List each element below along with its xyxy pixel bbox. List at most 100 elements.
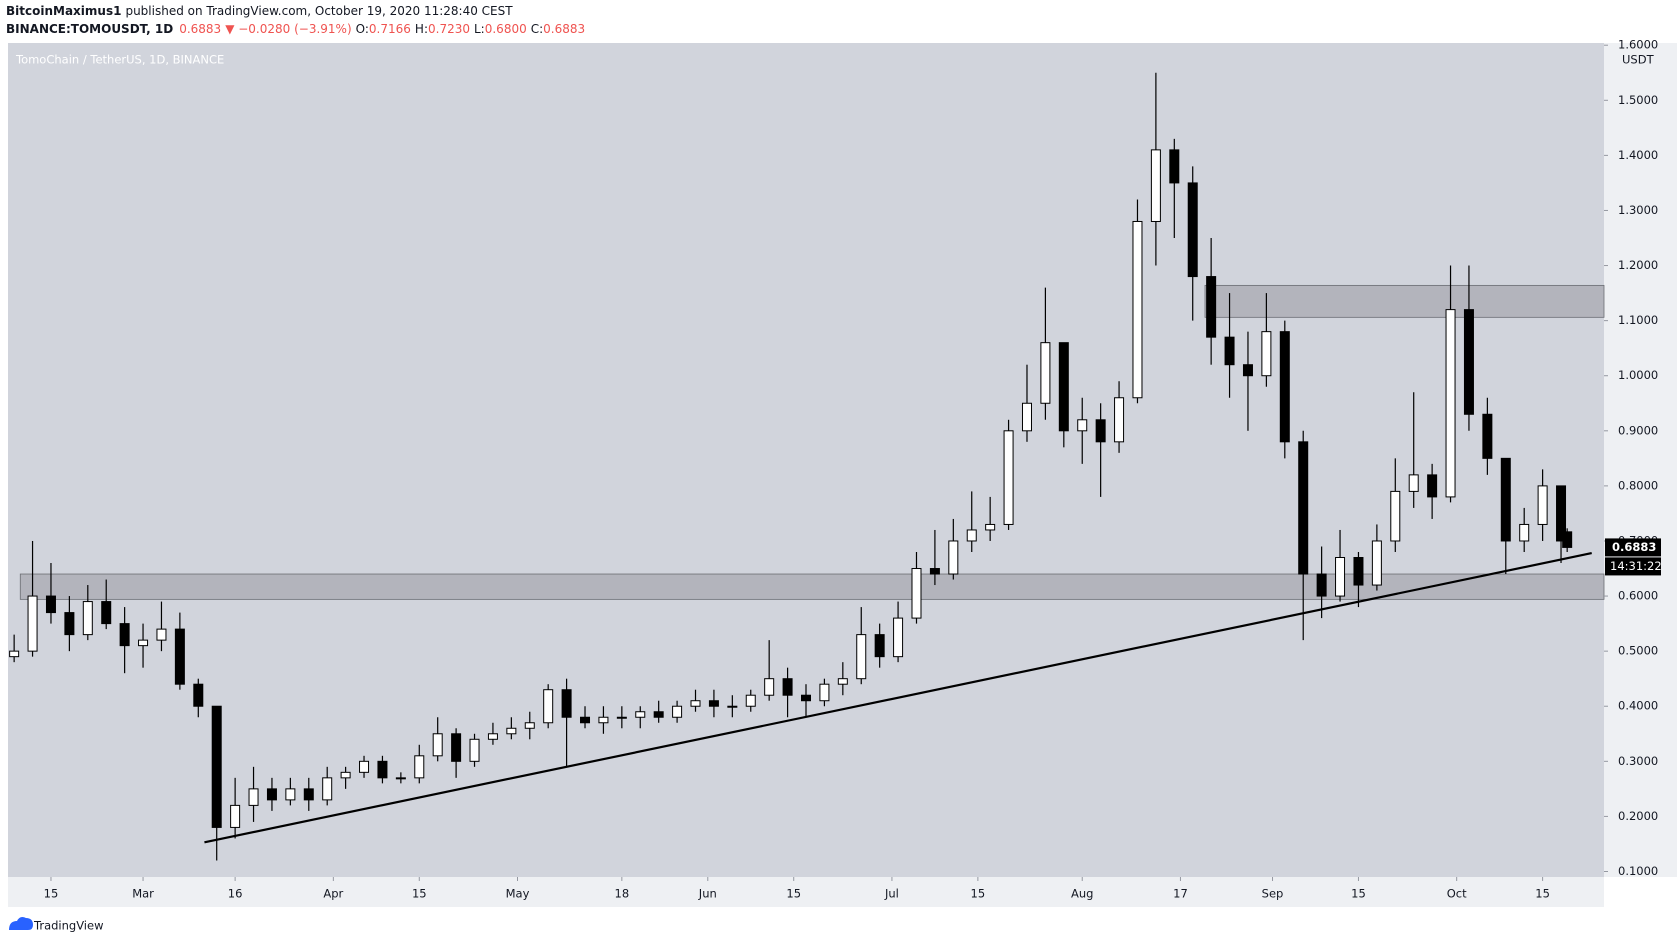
ohlc-value: 0.6800 xyxy=(485,22,527,36)
candle-body xyxy=(782,678,793,696)
candle-body xyxy=(1187,182,1198,278)
ohlc-label: O: xyxy=(356,22,369,36)
ohlc-label: H: xyxy=(415,22,428,36)
footer-text: TradingView xyxy=(33,919,103,933)
candle-body xyxy=(524,722,535,729)
candle-body xyxy=(414,755,425,779)
candle-body xyxy=(64,612,75,636)
candle-body xyxy=(82,601,93,636)
candle-body xyxy=(303,788,314,801)
candle-body xyxy=(1500,457,1511,542)
ohlc-value: 0.7230 xyxy=(428,22,470,36)
candle-body xyxy=(598,716,609,724)
candle-body xyxy=(506,727,517,735)
x-tick-label: Oct xyxy=(1447,887,1467,901)
candle-body xyxy=(543,689,554,724)
y-tick-label: 1.1000 xyxy=(1618,313,1658,327)
header: BitcoinMaximus1 published on TradingView.… xyxy=(6,4,585,36)
candle-body xyxy=(469,738,480,762)
x-tick-label: Jul xyxy=(884,887,899,901)
candle-body xyxy=(1562,531,1573,548)
candle-body xyxy=(1095,419,1106,443)
candle-body xyxy=(1556,485,1567,542)
zone xyxy=(19,573,1605,600)
candle-body xyxy=(1224,336,1235,366)
ohlc-label: C: xyxy=(531,22,543,36)
candle-body xyxy=(1132,220,1143,399)
candle-body xyxy=(1463,309,1474,415)
candle-body xyxy=(561,689,572,718)
y-tick-label: 1.0000 xyxy=(1618,368,1658,382)
candle-body xyxy=(1537,485,1548,525)
candle-body xyxy=(929,568,940,575)
candle-body xyxy=(672,705,683,718)
candle-body xyxy=(708,700,719,707)
x-tick-label: 15 xyxy=(1351,887,1366,901)
symbol-line: BINANCE:TOMOUSDT, 1D 0.6883 ▼ −0.0280 (−3.… xyxy=(6,22,585,36)
candle-body xyxy=(1371,540,1382,586)
candle-body xyxy=(1482,413,1493,459)
y-tick-label: 1.4000 xyxy=(1618,148,1658,162)
candle-body xyxy=(230,804,241,828)
candle-body xyxy=(1077,419,1088,432)
unit-label: USDT xyxy=(1622,53,1655,67)
candle-body xyxy=(119,623,130,647)
candle-body xyxy=(1261,331,1272,377)
candle-body xyxy=(45,595,56,614)
x-tick-label: May xyxy=(506,887,530,901)
candle-body xyxy=(27,595,38,652)
candle-body xyxy=(248,788,259,806)
y-tick-label: 0.2000 xyxy=(1618,809,1658,823)
y-tick-label: 0.6000 xyxy=(1618,589,1658,603)
candle-body xyxy=(101,601,112,625)
x-tick-label: 15 xyxy=(971,887,986,901)
y-tick-label: 1.3000 xyxy=(1618,203,1658,217)
candle-body xyxy=(1242,364,1253,377)
x-tick-label: Mar xyxy=(132,887,154,901)
candle-body xyxy=(156,628,167,641)
x-tick-label: 16 xyxy=(228,887,243,901)
candle-body xyxy=(1353,557,1364,586)
plot xyxy=(9,72,1605,861)
candle-body xyxy=(322,777,333,801)
y-tick-label: 0.8000 xyxy=(1618,478,1658,492)
legend: TomoChain / TetherUS, 1D, BINANCE xyxy=(15,53,224,67)
x-tick-label: 17 xyxy=(1173,887,1188,901)
candle-body xyxy=(9,650,20,658)
candle-body xyxy=(1390,490,1401,542)
candle-body xyxy=(819,683,830,702)
y-tick-label: 0.5000 xyxy=(1618,644,1658,658)
candle-body xyxy=(893,617,904,658)
ohlc-value: 0.7166 xyxy=(369,22,411,36)
candle-body xyxy=(377,760,388,779)
candle-body xyxy=(211,705,222,828)
candle-body xyxy=(1021,402,1032,432)
ohlc-label: L: xyxy=(474,22,485,36)
trendline xyxy=(204,552,1592,844)
candle-body xyxy=(985,523,996,531)
y-tick-label: 1.5000 xyxy=(1618,93,1658,107)
candle-body xyxy=(616,716,627,719)
candle-body xyxy=(690,700,701,707)
candle-body xyxy=(580,716,591,724)
x-tick-label: 18 xyxy=(615,887,630,901)
ohlc-value: 0.6883 xyxy=(543,22,585,36)
candle-body xyxy=(285,788,296,801)
candle-body xyxy=(1335,557,1346,597)
candle-body xyxy=(966,529,977,542)
candle-body xyxy=(174,628,185,685)
candle-body xyxy=(1150,149,1161,222)
x-tick-label: Apr xyxy=(323,887,343,901)
candle-body xyxy=(138,639,149,647)
y-tick-label: 0.1000 xyxy=(1618,864,1658,878)
candle-body xyxy=(764,678,775,696)
candle-body xyxy=(1427,474,1438,498)
last-price-label: 0.6883 xyxy=(1612,540,1656,554)
zone xyxy=(1204,284,1605,318)
x-tick-label: Aug xyxy=(1071,887,1093,901)
candle-body xyxy=(874,634,885,658)
y-tick-label: 1.6000 xyxy=(1618,38,1658,52)
x-tick-label: Sep xyxy=(1262,887,1284,901)
price-axis-area xyxy=(1604,43,1677,877)
